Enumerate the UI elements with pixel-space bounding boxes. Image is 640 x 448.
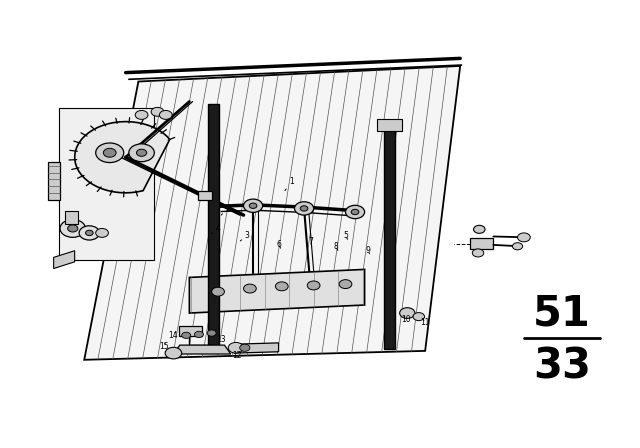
Text: 33: 33 [533, 345, 591, 388]
Text: 2: 2 [221, 204, 230, 215]
Text: 9: 9 [365, 246, 370, 255]
Circle shape [244, 284, 256, 293]
Circle shape [307, 281, 320, 290]
Polygon shape [48, 162, 60, 199]
Circle shape [182, 332, 191, 338]
Circle shape [413, 313, 424, 321]
Text: 3: 3 [241, 231, 249, 241]
Circle shape [60, 220, 86, 237]
Text: 4: 4 [212, 224, 221, 234]
Circle shape [228, 342, 244, 353]
Polygon shape [173, 345, 231, 354]
Circle shape [518, 233, 531, 242]
Polygon shape [65, 211, 78, 224]
Text: 6: 6 [276, 240, 281, 249]
Circle shape [86, 230, 93, 236]
Circle shape [195, 332, 204, 337]
Text: 7: 7 [308, 237, 313, 246]
Polygon shape [384, 126, 395, 349]
Polygon shape [54, 251, 75, 268]
Circle shape [207, 330, 216, 336]
Text: 11: 11 [420, 319, 430, 327]
Polygon shape [84, 66, 460, 360]
Circle shape [249, 203, 257, 208]
Polygon shape [470, 238, 493, 250]
Text: 10: 10 [401, 315, 411, 324]
Circle shape [212, 287, 225, 296]
Circle shape [103, 148, 116, 157]
Text: 13: 13 [216, 335, 226, 344]
Polygon shape [378, 119, 401, 130]
Text: 5: 5 [343, 231, 348, 240]
Circle shape [513, 243, 523, 250]
Polygon shape [189, 269, 365, 313]
Circle shape [79, 226, 100, 240]
Circle shape [474, 225, 485, 233]
Circle shape [96, 143, 124, 163]
Polygon shape [75, 121, 170, 193]
Circle shape [96, 228, 108, 237]
Circle shape [135, 111, 148, 119]
Circle shape [159, 111, 172, 119]
Circle shape [165, 347, 182, 359]
Circle shape [275, 282, 288, 291]
Circle shape [300, 206, 308, 211]
Polygon shape [59, 108, 154, 260]
Polygon shape [234, 343, 278, 353]
Circle shape [151, 108, 164, 116]
Text: 1: 1 [285, 177, 294, 190]
Circle shape [136, 149, 147, 156]
Circle shape [346, 205, 365, 219]
Circle shape [339, 280, 352, 289]
Text: 14: 14 [168, 331, 179, 340]
Circle shape [68, 225, 78, 232]
Text: 8: 8 [333, 242, 339, 251]
Circle shape [244, 199, 262, 212]
Circle shape [294, 202, 314, 215]
Text: 15: 15 [159, 342, 169, 351]
Polygon shape [179, 327, 202, 336]
Polygon shape [209, 104, 220, 349]
Circle shape [399, 308, 415, 319]
Circle shape [351, 209, 359, 215]
Text: 12: 12 [232, 351, 242, 360]
Polygon shape [198, 190, 212, 199]
Text: 51: 51 [533, 292, 591, 334]
Circle shape [129, 144, 154, 162]
Circle shape [240, 344, 250, 351]
Circle shape [472, 249, 484, 257]
